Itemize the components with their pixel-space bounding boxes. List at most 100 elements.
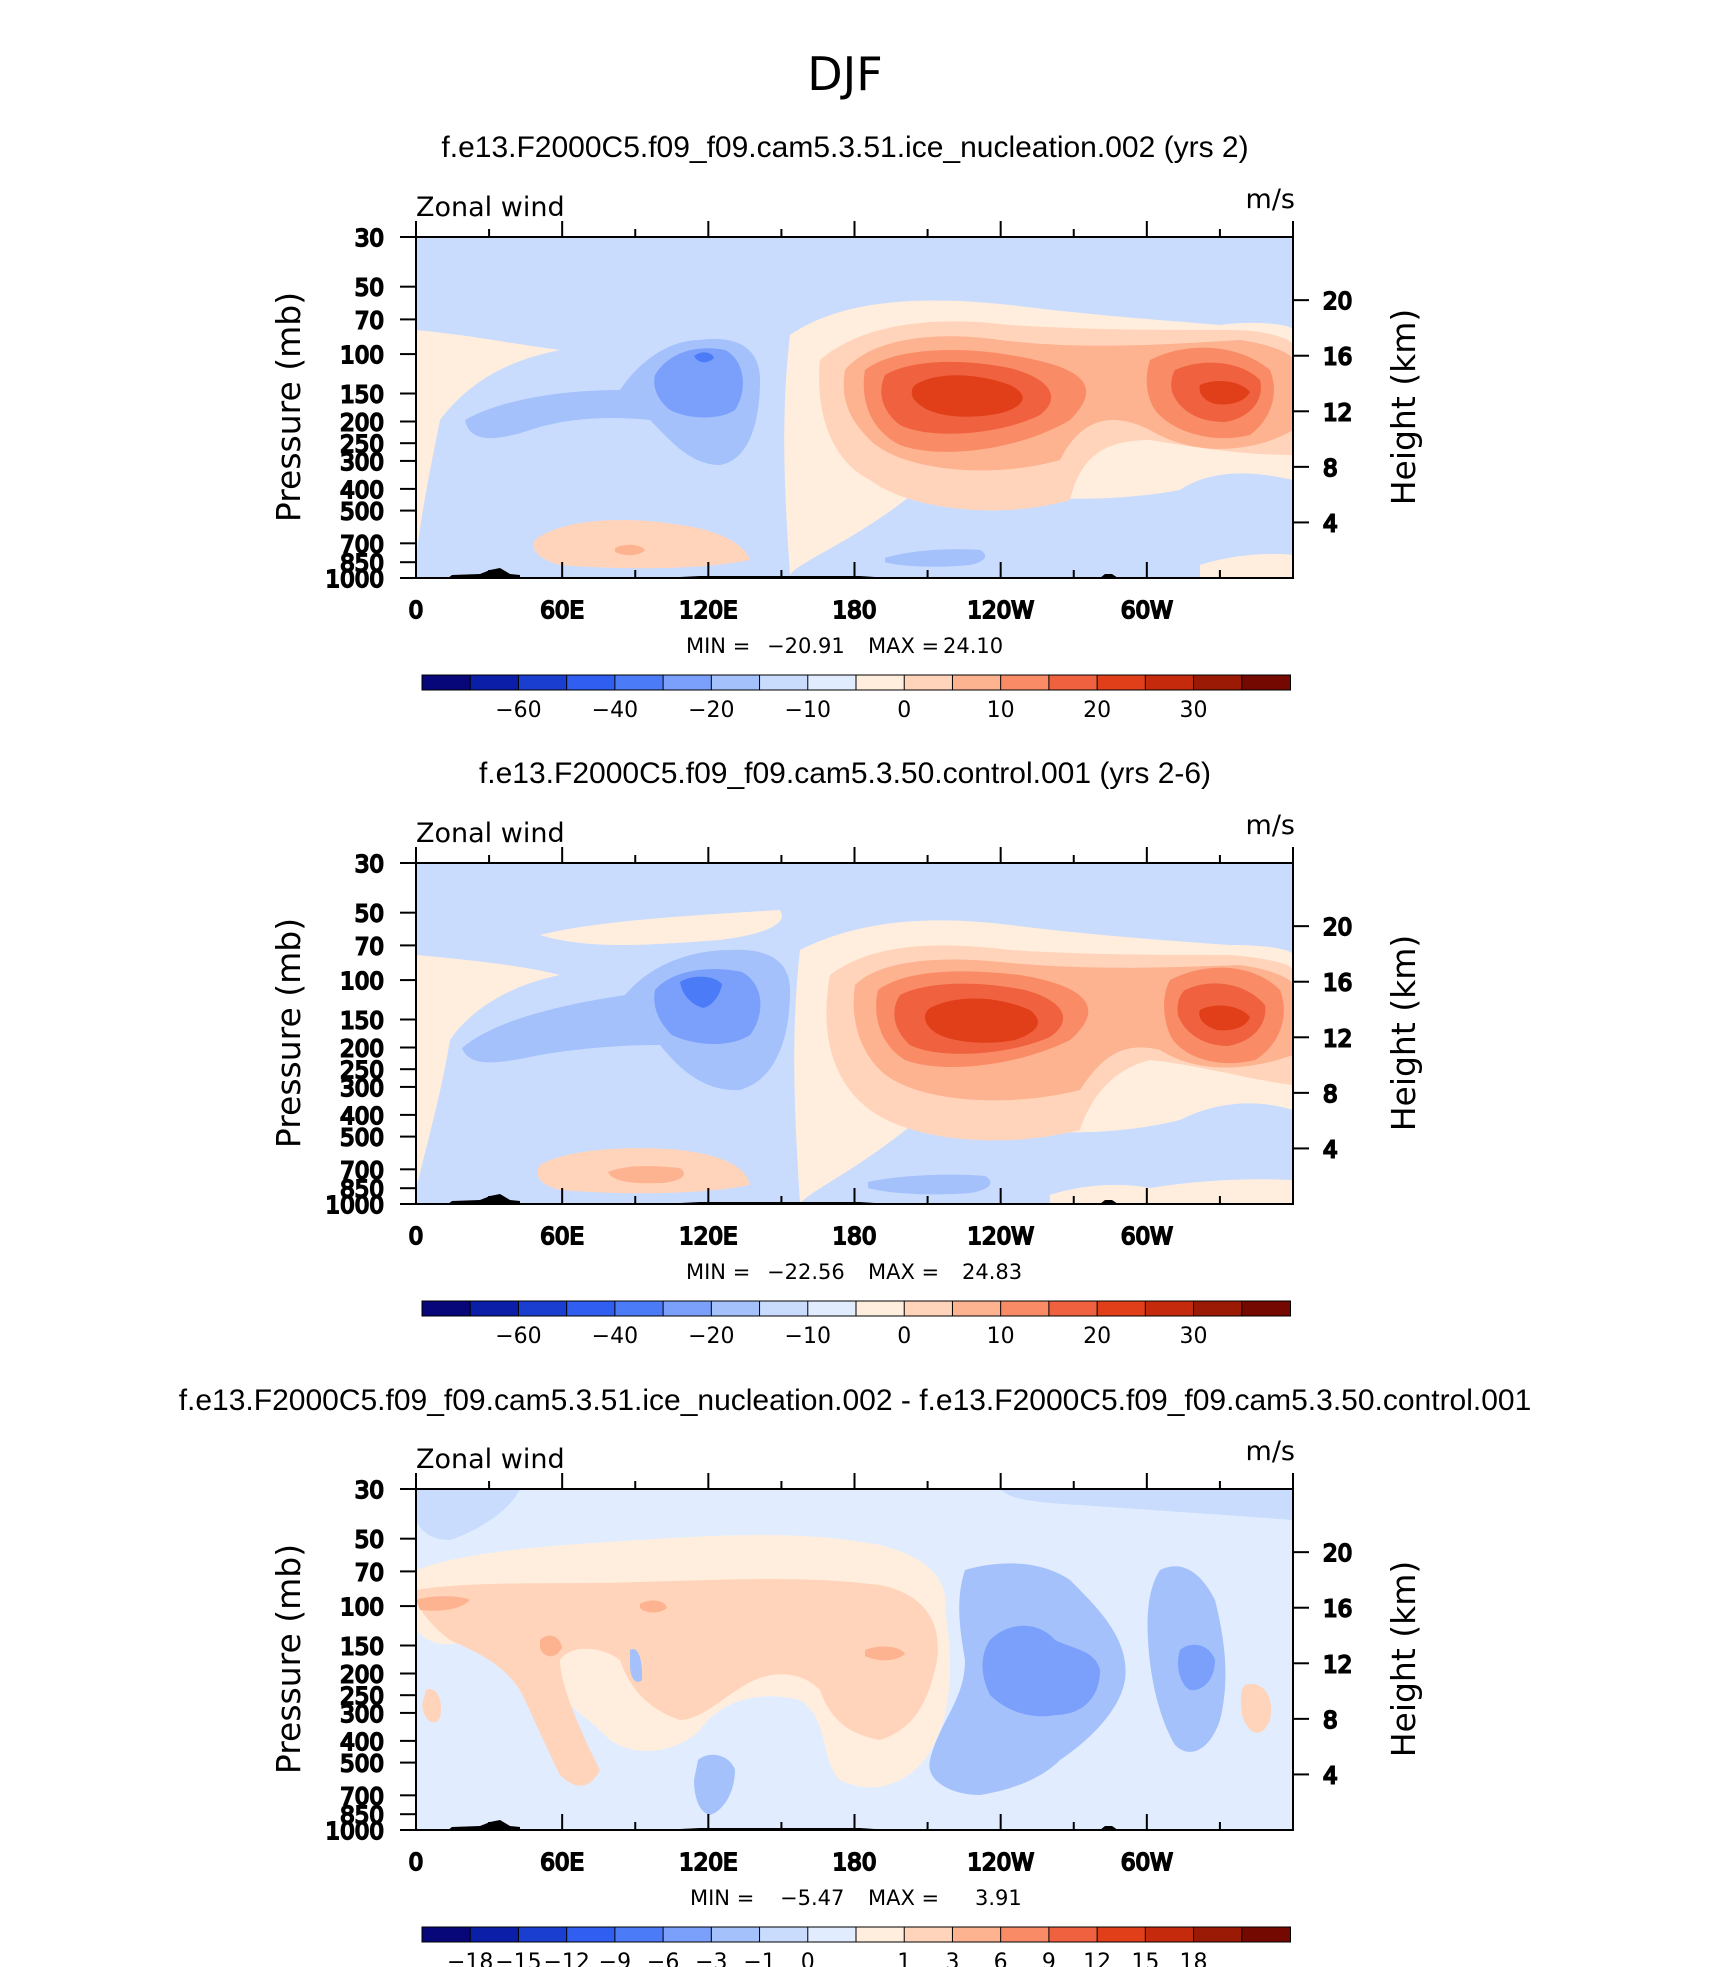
colorbar-label: −60 xyxy=(495,1324,541,1349)
panel-3-left-string: Zonal wind xyxy=(416,1444,565,1475)
colorbar-label: −60 xyxy=(495,698,541,723)
panel-2-title: f.e13.F2000C5.f09_f09.cam5.3.50.control.… xyxy=(479,757,1211,790)
colorbar-swatch xyxy=(807,1926,857,1943)
x-tick-label: 120E xyxy=(679,598,737,624)
y-tick-label: 250 xyxy=(340,1684,384,1710)
colorbar-swatch xyxy=(566,674,616,691)
x-tick-label: 180 xyxy=(833,1224,877,1250)
colorbar-label: 3 xyxy=(945,1950,959,1967)
colorbar-swatch xyxy=(855,1300,906,1317)
colorbar-label: 30 xyxy=(1180,1324,1208,1349)
colorbar-swatch xyxy=(710,1926,761,1943)
contour-fill-pos-3 xyxy=(865,1646,905,1661)
x-tick-label: 0 xyxy=(409,1224,424,1250)
contour-fill-low-15 xyxy=(608,1166,684,1184)
panel-2: f.e13.F2000C5.f09_f09.cam5.3.50.control.… xyxy=(269,757,1423,1349)
colorbar-swatch xyxy=(903,1926,954,1943)
y-tick-label: 70 xyxy=(355,308,384,334)
colorbar-swatch xyxy=(469,1300,520,1317)
colorbar-swatch xyxy=(759,1300,809,1317)
y-tick-right-label: 8 xyxy=(1323,1708,1338,1734)
x-tick-label: 60E xyxy=(540,598,584,624)
panel-3-stats-min: −5.47 xyxy=(780,1886,844,1910)
panel-1-ylabel: Pressure (mb) xyxy=(269,292,308,522)
figure-title: DJF xyxy=(807,47,882,101)
y-tick-label: 30 xyxy=(355,852,384,878)
colorbar-swatch xyxy=(566,1926,616,1943)
contour-fill-surface-easterly xyxy=(1200,553,1293,578)
y-tick-label: 50 xyxy=(355,1528,384,1554)
colorbar-label: −9 xyxy=(599,1950,631,1967)
x-tick-label: 60W xyxy=(1121,1850,1173,1876)
y-tick-label: 150 xyxy=(340,1635,384,1661)
colorbar-label: −12 xyxy=(543,1950,589,1967)
colorbar-swatch xyxy=(469,1926,520,1943)
colorbar-label: −15 xyxy=(495,1950,541,1967)
y-tick-label: 500 xyxy=(340,500,384,526)
panel-2-stats-min-label: MIN = xyxy=(686,1260,750,1284)
panel-3-axes: 0 60E 120E 180 120W 60W3050701001502002503004… xyxy=(324,1473,1353,1877)
y-tick-label: 850 xyxy=(340,551,384,577)
colorbar-swatch xyxy=(1144,674,1195,691)
x-tick-label: 120W xyxy=(967,1850,1034,1876)
y-tick-label: 300 xyxy=(340,1702,384,1728)
y-tick-label: 1000 xyxy=(325,567,384,593)
y-tick-label: 200 xyxy=(340,410,384,436)
y-tick-label: 150 xyxy=(340,383,384,409)
colorbar-swatch xyxy=(614,674,665,691)
contour-fill-neg-small xyxy=(694,1754,735,1815)
colorbar-swatch xyxy=(759,1926,809,1943)
colorbar-swatch xyxy=(1096,1926,1147,1943)
y-tick-label: 250 xyxy=(340,1058,384,1084)
colorbar-swatch xyxy=(710,674,761,691)
x-tick-label: 60W xyxy=(1121,1224,1173,1250)
y-tick-label: 200 xyxy=(340,1036,384,1062)
colorbar-label: −20 xyxy=(688,698,734,723)
x-tick-label: 120E xyxy=(679,1224,737,1250)
y-tick-right-label: 20 xyxy=(1323,915,1352,941)
panel-1-title: f.e13.F2000C5.f09_f09.cam5.3.51.ice_nucl… xyxy=(441,131,1248,164)
panel-3-stats-min-label: MIN = xyxy=(690,1886,754,1910)
panel-2-stats-max: 24.83 xyxy=(962,1260,1022,1284)
colorbar-swatch xyxy=(614,1300,665,1317)
colorbar-swatch xyxy=(1241,1926,1292,1943)
panel-1-stats-min: −20.91 xyxy=(767,634,845,658)
colorbar-swatch xyxy=(951,1926,1002,1943)
y-tick-label: 300 xyxy=(340,450,384,476)
y-tick-label: 100 xyxy=(340,1595,384,1621)
y-tick-label: 30 xyxy=(355,226,384,252)
colorbar-swatch xyxy=(614,1926,665,1943)
colorbar-label: 20 xyxy=(1083,1324,1111,1349)
y-tick-label: 850 xyxy=(340,1803,384,1829)
colorbar-label: 1 xyxy=(897,1950,911,1967)
colorbar-label: −3 xyxy=(695,1950,727,1967)
panel-3-ylabel-right: Height (km) xyxy=(1384,1561,1423,1758)
panel-2-right-string: m/s xyxy=(1246,810,1295,841)
y-tick-right-label: 12 xyxy=(1323,400,1352,426)
contour-fill-neg-small xyxy=(630,1649,643,1682)
y-tick-label: 150 xyxy=(340,1009,384,1035)
y-tick-label: 850 xyxy=(340,1177,384,1203)
panel-1-colorbar: −60 −40 −20 −10 0 10 20 30 xyxy=(421,674,1292,723)
panel-1-ylabel-right: Height (km) xyxy=(1384,309,1423,506)
colorbar-swatch xyxy=(855,1926,906,1943)
colorbar-swatch xyxy=(759,674,809,691)
colorbar-swatch xyxy=(662,1300,713,1317)
contour-fill-neg-20 xyxy=(680,976,722,1008)
x-tick-label: 120E xyxy=(679,1850,737,1876)
colorbar-label: 0 xyxy=(897,698,911,723)
panel-3: f.e13.F2000C5.f09_f09.cam5.3.51.ice_nucl… xyxy=(179,1384,1532,1967)
y-tick-right-label: 8 xyxy=(1323,456,1338,482)
y-tick-label: 250 xyxy=(340,432,384,458)
y-tick-right-label: 16 xyxy=(1323,1597,1352,1623)
contour-fill-pos-3 xyxy=(640,1600,667,1613)
colorbar-swatch xyxy=(1000,1926,1050,1943)
x-tick-label: 180 xyxy=(833,598,877,624)
colorbar-swatch xyxy=(951,674,1002,691)
panel-3-right-string: m/s xyxy=(1246,1436,1295,1467)
colorbar-label: 12 xyxy=(1083,1950,1111,1967)
x-tick-label: 60E xyxy=(540,1224,584,1250)
colorbar-label: 30 xyxy=(1180,698,1208,723)
panel-3-colorbar: −18 −15 −12 −9 −6 −3 −1 0 1 3 6 9 12 15 18 xyxy=(421,1926,1292,1967)
colorbar-swatch xyxy=(807,1300,857,1317)
